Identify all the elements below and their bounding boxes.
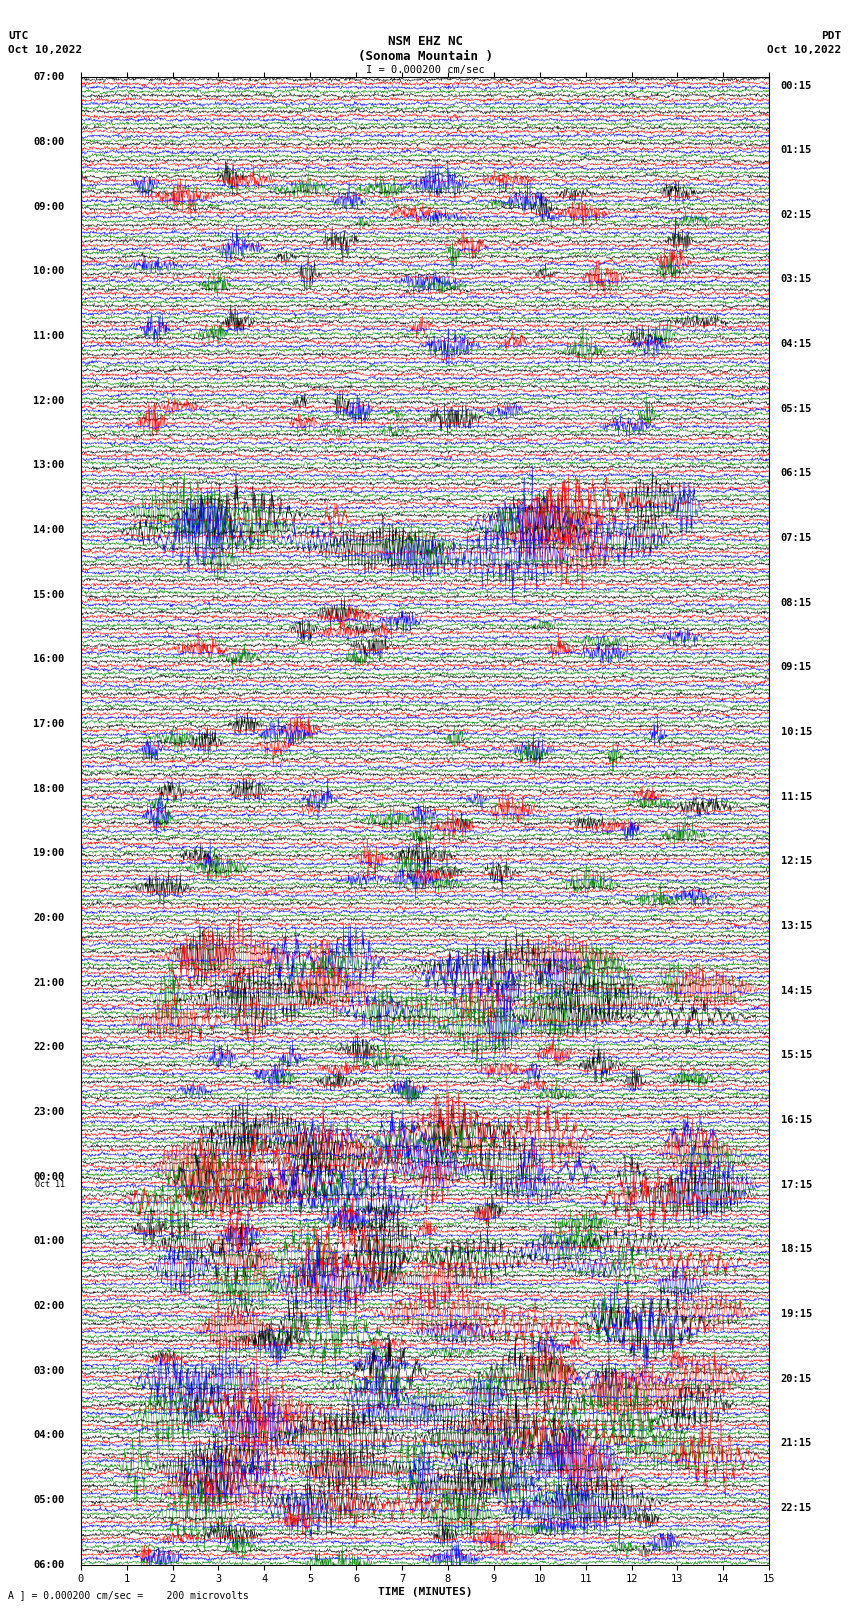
Text: 14:15: 14:15 [780,986,812,995]
Text: 21:15: 21:15 [780,1439,812,1448]
Text: 18:00: 18:00 [33,784,65,794]
Text: 03:00: 03:00 [33,1366,65,1376]
Text: 06:00: 06:00 [33,1560,65,1569]
Text: PDT: PDT [821,31,842,40]
Text: 11:00: 11:00 [33,331,65,340]
Text: 01:00: 01:00 [33,1236,65,1247]
Text: 17:15: 17:15 [780,1179,812,1190]
Text: 23:00: 23:00 [33,1107,65,1116]
Text: 21:00: 21:00 [33,977,65,987]
Text: 12:00: 12:00 [33,395,65,406]
Text: 18:15: 18:15 [780,1244,812,1255]
Text: 00:15: 00:15 [780,81,812,90]
Text: 22:15: 22:15 [780,1503,812,1513]
Text: 07:15: 07:15 [780,534,812,544]
Text: 13:00: 13:00 [33,460,65,471]
Text: Oct 11: Oct 11 [35,1181,65,1189]
X-axis label: TIME (MINUTES): TIME (MINUTES) [377,1587,473,1597]
Text: 01:15: 01:15 [780,145,812,155]
Text: NSM EHZ NC: NSM EHZ NC [388,35,462,48]
Text: Oct 10,2022: Oct 10,2022 [768,45,842,55]
Text: 15:00: 15:00 [33,590,65,600]
Text: 07:00: 07:00 [33,73,65,82]
Text: 16:15: 16:15 [780,1115,812,1126]
Text: 10:15: 10:15 [780,727,812,737]
Text: 13:15: 13:15 [780,921,812,931]
Text: 03:15: 03:15 [780,274,812,284]
Text: Oct 10,2022: Oct 10,2022 [8,45,82,55]
Text: 19:00: 19:00 [33,848,65,858]
Text: I = 0.000200 cm/sec: I = 0.000200 cm/sec [366,65,484,74]
Text: 16:00: 16:00 [33,655,65,665]
Text: 08:15: 08:15 [780,598,812,608]
Text: 06:15: 06:15 [780,468,812,479]
Text: 02:00: 02:00 [33,1302,65,1311]
Text: UTC: UTC [8,31,29,40]
Text: 08:00: 08:00 [33,137,65,147]
Text: 20:00: 20:00 [33,913,65,923]
Text: 00:00: 00:00 [33,1171,65,1182]
Text: 17:00: 17:00 [33,719,65,729]
Text: 14:00: 14:00 [33,526,65,536]
Text: 10:00: 10:00 [33,266,65,276]
Text: 11:15: 11:15 [780,792,812,802]
Text: 20:15: 20:15 [780,1374,812,1384]
Text: 04:15: 04:15 [780,339,812,348]
Text: 05:00: 05:00 [33,1495,65,1505]
Text: 15:15: 15:15 [780,1050,812,1060]
Text: A ] = 0.000200 cm/sec =    200 microvolts: A ] = 0.000200 cm/sec = 200 microvolts [8,1590,249,1600]
Text: 22:00: 22:00 [33,1042,65,1052]
Text: 19:15: 19:15 [780,1310,812,1319]
Text: 02:15: 02:15 [780,210,812,219]
Text: 09:00: 09:00 [33,202,65,211]
Text: 04:00: 04:00 [33,1431,65,1440]
Text: 12:15: 12:15 [780,857,812,866]
Text: 09:15: 09:15 [780,663,812,673]
Text: (Sonoma Mountain ): (Sonoma Mountain ) [358,50,492,63]
Text: 05:15: 05:15 [780,403,812,415]
